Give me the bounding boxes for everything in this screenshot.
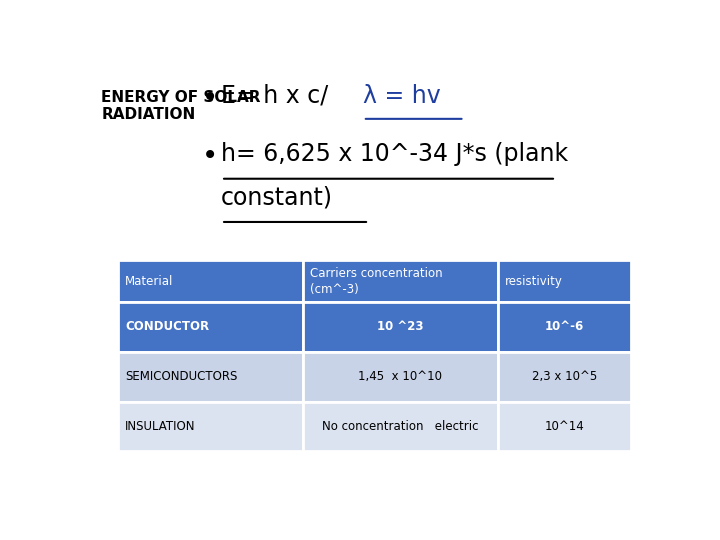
Text: No concentration   electric: No concentration electric <box>322 420 479 433</box>
Text: resistivity: resistivity <box>505 274 563 287</box>
FancyBboxPatch shape <box>498 260 631 302</box>
Text: λ = hv: λ = hv <box>363 84 441 107</box>
FancyBboxPatch shape <box>498 352 631 402</box>
Text: 10 ^23: 10 ^23 <box>377 320 423 333</box>
Text: ENERGY OF SOLAR
RADIATION: ENERGY OF SOLAR RADIATION <box>101 90 261 122</box>
FancyBboxPatch shape <box>118 352 302 402</box>
Text: Material: Material <box>125 274 174 287</box>
Text: •: • <box>202 84 218 112</box>
Text: 1,45  x 10^10: 1,45 x 10^10 <box>359 370 442 383</box>
FancyBboxPatch shape <box>118 402 302 451</box>
FancyBboxPatch shape <box>302 352 498 402</box>
Text: constant): constant) <box>221 185 333 210</box>
Text: SEMICONDUCTORS: SEMICONDUCTORS <box>125 370 238 383</box>
Text: INSULATION: INSULATION <box>125 420 196 433</box>
FancyBboxPatch shape <box>302 402 498 451</box>
Text: 2,3 x 10^5: 2,3 x 10^5 <box>532 370 597 383</box>
Text: •: • <box>202 141 218 170</box>
Text: 10^14: 10^14 <box>544 420 585 433</box>
FancyBboxPatch shape <box>302 260 498 302</box>
FancyBboxPatch shape <box>118 302 302 352</box>
FancyBboxPatch shape <box>302 302 498 352</box>
FancyBboxPatch shape <box>118 260 302 302</box>
FancyBboxPatch shape <box>498 302 631 352</box>
FancyBboxPatch shape <box>498 402 631 451</box>
Text: CONDUCTOR: CONDUCTOR <box>125 320 210 333</box>
Text: h= 6,625 x 10^-34 J*s (plank: h= 6,625 x 10^-34 J*s (plank <box>221 141 568 166</box>
Text: E= h x c/: E= h x c/ <box>221 84 328 107</box>
Text: 10^-6: 10^-6 <box>545 320 584 333</box>
Text: Carriers concentration
(cm^-3): Carriers concentration (cm^-3) <box>310 267 443 295</box>
